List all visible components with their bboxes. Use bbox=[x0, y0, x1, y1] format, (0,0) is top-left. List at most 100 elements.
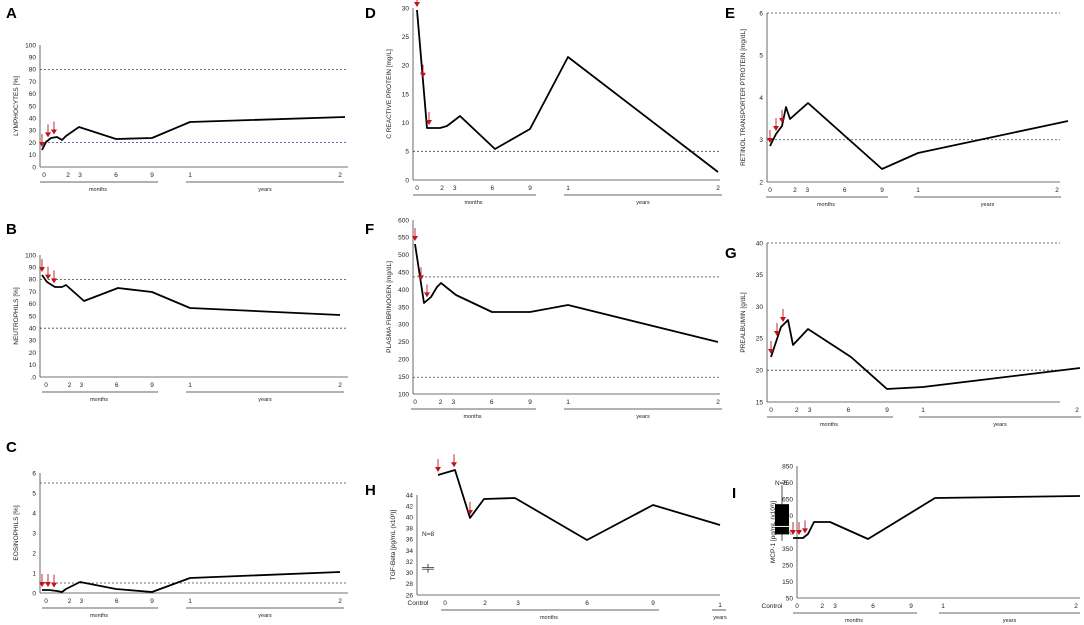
y-tick-label-g: 25 bbox=[756, 336, 764, 343]
treatment-arrowhead-i bbox=[802, 528, 808, 534]
treatment-arrowhead-f bbox=[418, 275, 424, 281]
x-tick-label-b: 0 bbox=[44, 382, 48, 389]
y-tick-label-f: 550 bbox=[398, 235, 409, 242]
y-tick-label-c: 6 bbox=[32, 470, 36, 477]
panel-letter-f: F bbox=[365, 221, 374, 238]
years-label-f: years bbox=[636, 414, 650, 420]
y-tick-label-h: 42 bbox=[406, 503, 414, 510]
x-tick-label-a: 1 bbox=[188, 172, 192, 179]
x-tick-label-f: 1 bbox=[566, 399, 570, 406]
x-tick-label-g: 9 bbox=[885, 407, 889, 414]
y-tick-label-c: 1 bbox=[32, 570, 36, 577]
x-tick-label-a: 0 bbox=[42, 172, 46, 179]
treatment-arrowhead-e bbox=[773, 126, 779, 131]
x-tick-label-c: 9 bbox=[150, 598, 154, 605]
years-label-d: years bbox=[636, 200, 650, 206]
x-tick-label-b: 6 bbox=[115, 382, 119, 389]
panel-letter-h: H bbox=[365, 482, 376, 499]
y-axis-label-a: LYMPHOCYTES [%] bbox=[13, 76, 20, 136]
years-label-e: years bbox=[981, 202, 995, 208]
y-tick-label-d: 10 bbox=[402, 120, 410, 127]
x-tick-label-g: 2 bbox=[1075, 407, 1079, 414]
y-tick-label-g: 20 bbox=[756, 368, 764, 375]
control-box-i bbox=[775, 504, 789, 535]
x-tick-label-b: 9 bbox=[150, 382, 154, 389]
y-tick-label-c: 5 bbox=[32, 490, 36, 497]
y-tick-label-i: 150 bbox=[782, 579, 793, 586]
y-tick-label-b: .0 bbox=[31, 374, 37, 381]
y-tick-label-h: 36 bbox=[406, 537, 414, 544]
y-tick-label-e: 3 bbox=[759, 137, 763, 144]
y-tick-label-f: 250 bbox=[398, 339, 409, 346]
n-label-i: N=6 bbox=[775, 480, 787, 487]
x-tick-label-e: 2 bbox=[1055, 187, 1059, 194]
y-tick-label-b: 10 bbox=[29, 362, 37, 369]
treatment-arrowhead-h bbox=[451, 462, 457, 468]
y-tick-label-a: 10 bbox=[29, 152, 37, 159]
x-tick-label-g: 6 bbox=[847, 407, 851, 414]
y-axis-label-e: RETINOL TRANSPORTER PTROTEIN [mg/dL] bbox=[740, 29, 747, 166]
years-label-b: years bbox=[258, 397, 272, 403]
y-tick-label-i: 350 bbox=[782, 546, 793, 553]
panel-letter-i: I bbox=[732, 485, 736, 502]
treatment-arrowhead-f bbox=[424, 292, 430, 298]
series-line-b bbox=[41, 274, 341, 316]
months-label-f: months bbox=[463, 414, 481, 420]
y-tick-label-b: 40 bbox=[29, 326, 37, 333]
y-tick-label-g: 40 bbox=[756, 240, 764, 247]
series-line-g bbox=[770, 319, 1081, 390]
months-label-i: months bbox=[845, 618, 863, 624]
x-tick-label-c: 6 bbox=[115, 598, 119, 605]
treatment-arrowhead-h bbox=[467, 510, 473, 515]
y-tick-label-a: 90 bbox=[29, 55, 37, 62]
x-tick-label-i: 3 bbox=[833, 603, 837, 610]
panel-letter-d: D bbox=[365, 5, 376, 22]
y-tick-label-i: 650 bbox=[782, 496, 793, 503]
y-tick-label-b: 100 bbox=[25, 252, 36, 259]
years-label-h: years bbox=[713, 615, 727, 621]
y-tick-label-h: 34 bbox=[406, 548, 414, 555]
treatment-arrowhead-d bbox=[426, 120, 432, 125]
y-tick-label-f: 500 bbox=[398, 252, 409, 259]
x-tick-label-f: 3 bbox=[452, 399, 456, 406]
panel-letter-b: B bbox=[6, 221, 17, 238]
treatment-arrowhead-e bbox=[767, 138, 773, 143]
y-tick-label-a: 70 bbox=[29, 79, 37, 86]
treatment-arrowhead-d bbox=[420, 72, 426, 78]
y-tick-label-f: 200 bbox=[398, 357, 409, 364]
y-tick-label-a: 40 bbox=[29, 116, 37, 123]
x-tick-label-c: 1 bbox=[188, 598, 192, 605]
x-tick-label-g: 2 bbox=[795, 407, 799, 414]
x-tick-label-a: 2 bbox=[66, 172, 70, 179]
series-line-i bbox=[793, 495, 1081, 540]
treatment-arrowhead-b bbox=[51, 278, 57, 284]
x-tick-label-f: 0 bbox=[413, 399, 417, 406]
y-tick-label-a: 80 bbox=[29, 67, 37, 74]
treatment-arrowhead-c bbox=[51, 582, 57, 588]
y-axis-label-g: PREALBUMIN [g/dL] bbox=[740, 292, 747, 353]
x-tick-label-b: 2 bbox=[338, 382, 342, 389]
months-label-a: months bbox=[89, 187, 107, 193]
y-tick-label-e: 2 bbox=[759, 179, 763, 186]
y-tick-label-g: 15 bbox=[756, 399, 764, 406]
y-tick-label-h: 32 bbox=[406, 559, 414, 566]
y-tick-label-i: 50 bbox=[786, 595, 794, 602]
y-tick-label-f: 300 bbox=[398, 322, 409, 329]
years-label-g: years bbox=[993, 422, 1007, 428]
y-tick-label-a: 20 bbox=[29, 140, 37, 147]
years-label-a: years bbox=[258, 187, 272, 193]
treatment-arrowhead-c bbox=[39, 582, 45, 587]
treatment-arrowhead-g bbox=[768, 349, 774, 354]
x-tick-label-h: 9 bbox=[651, 600, 655, 607]
y-tick-label-h: 30 bbox=[406, 570, 414, 577]
y-axis-label-h: TGF-Beta [pg/mL (x10³)] bbox=[390, 510, 397, 581]
x-tick-label-d: 6 bbox=[491, 185, 495, 192]
y-axis-label-d: C REACTIVE PROTEIN [mg/L] bbox=[386, 49, 393, 139]
y-tick-label-d: 0 bbox=[405, 177, 409, 184]
x-tick-label-g: 1 bbox=[921, 407, 925, 414]
n-label-h: N=8 bbox=[422, 531, 434, 538]
treatment-arrowhead-a bbox=[39, 142, 45, 147]
years-label-i: years bbox=[1003, 618, 1017, 624]
x-tick-label-h: 0 bbox=[443, 600, 447, 607]
